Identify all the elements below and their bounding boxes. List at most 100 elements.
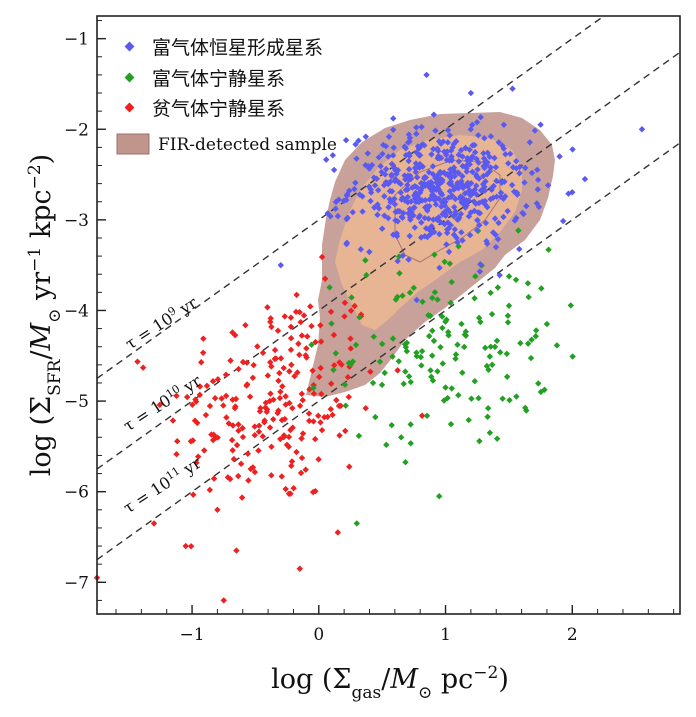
- point-gas-rich-sf: [373, 175, 380, 182]
- point-gas-poor-quiescent: [235, 427, 242, 434]
- plot-frame: [96, 15, 681, 615]
- point-gas-rich-sf: [513, 189, 521, 196]
- point-gas-rich-sf: [404, 181, 411, 189]
- point-gas-rich-sf: [465, 213, 473, 220]
- point-gas-poor-quiescent: [275, 377, 282, 384]
- data-points: [93, 71, 646, 604]
- point-gas-rich-sf: [533, 200, 541, 207]
- point-gas-poor-quiescent: [288, 458, 296, 465]
- point-gas-rich-sf: [444, 206, 451, 214]
- point-gas-poor-quiescent: [268, 443, 275, 450]
- point-gas-rich-sf: [512, 157, 520, 165]
- y-tick-label: −4: [64, 301, 89, 321]
- point-gas-rich-sf: [429, 183, 436, 190]
- point-gas-rich-sf: [427, 230, 434, 238]
- point-gas-rich-sf: [399, 252, 406, 259]
- point-gas-rich-sf: [483, 171, 491, 178]
- point-gas-rich-sf: [437, 140, 445, 147]
- point-gas-rich-sf: [544, 182, 552, 189]
- point-gas-poor-quiescent: [327, 405, 334, 413]
- point-gas-poor-quiescent: [418, 412, 426, 419]
- point-gas-poor-quiescent: [324, 413, 331, 421]
- point-gas-poor-quiescent: [342, 427, 349, 435]
- point-gas-rich-sf: [436, 230, 443, 238]
- point-gas-rich-sf: [421, 214, 428, 222]
- point-gas-rich-sf: [461, 201, 468, 208]
- point-gas-rich-quiescent: [430, 337, 438, 345]
- point-gas-poor-quiescent: [255, 422, 263, 429]
- point-gas-rich-sf: [411, 164, 419, 172]
- point-gas-rich-quiescent: [378, 381, 386, 389]
- point-gas-poor-quiescent: [202, 411, 210, 419]
- point-gas-rich-quiescent: [413, 353, 420, 360]
- point-gas-rich-sf: [434, 216, 441, 224]
- legend: 富气体恒星形成星系 富气体宁静星系 贫气体宁静星系 FIR-detected s…: [116, 37, 337, 155]
- point-gas-poor-quiescent: [279, 383, 286, 390]
- point-gas-rich-sf: [351, 185, 358, 193]
- point-gas-rich-quiescent: [476, 437, 483, 445]
- point-gas-rich-sf: [487, 164, 494, 171]
- point-gas-rich-sf: [521, 179, 528, 186]
- point-gas-rich-sf: [346, 187, 353, 194]
- point-gas-rich-quiescent: [419, 298, 426, 305]
- point-gas-rich-sf: [458, 194, 466, 201]
- point-gas-rich-sf: [353, 155, 360, 162]
- point-gas-poor-quiescent: [196, 391, 204, 399]
- point-gas-poor-quiescent: [229, 447, 236, 454]
- point-gas-rich-sf: [349, 209, 356, 216]
- point-gas-rich-quiescent: [383, 441, 390, 449]
- point-gas-rich-sf: [382, 178, 390, 186]
- point-gas-poor-quiescent: [243, 359, 251, 366]
- point-gas-rich-sf: [411, 204, 418, 211]
- point-gas-poor-quiescent: [193, 459, 200, 466]
- point-gas-rich-sf: [526, 139, 533, 146]
- point-gas-poor-quiescent: [230, 455, 238, 463]
- point-gas-rich-sf: [329, 152, 337, 159]
- point-gas-rich-sf: [432, 201, 440, 208]
- point-gas-rich-sf: [418, 219, 425, 226]
- point-gas-rich-sf: [437, 169, 445, 177]
- point-gas-rich-quiescent: [497, 349, 504, 356]
- point-gas-rich-sf: [520, 210, 527, 218]
- point-gas-rich-quiescent: [405, 373, 413, 380]
- point-gas-rich-sf: [359, 208, 366, 215]
- point-gas-rich-quiescent: [363, 271, 370, 279]
- point-gas-rich-quiescent: [462, 332, 470, 339]
- point-gas-rich-sf: [421, 175, 428, 182]
- point-gas-poor-quiescent: [294, 369, 301, 376]
- point-gas-rich-sf: [473, 226, 481, 234]
- point-gas-poor-quiescent: [285, 433, 293, 441]
- point-gas-poor-quiescent: [226, 475, 234, 483]
- point-gas-rich-sf: [537, 121, 544, 128]
- x-axis-label: log (Σgas/M⊙ pc−2): [271, 663, 509, 703]
- point-gas-rich-sf: [479, 198, 486, 205]
- point-gas-rich-quiescent: [407, 440, 414, 447]
- point-gas-rich-sf: [404, 139, 412, 146]
- point-gas-rich-sf: [454, 180, 461, 187]
- point-gas-rich-sf: [428, 223, 435, 230]
- point-gas-rich-quiescent: [444, 394, 451, 402]
- point-gas-rich-sf: [459, 172, 466, 180]
- point-gas-poor-quiescent: [280, 364, 287, 372]
- point-gas-rich-sf: [396, 208, 404, 215]
- point-gas-poor-quiescent: [246, 393, 254, 400]
- point-gas-poor-quiescent: [237, 460, 245, 468]
- point-gas-rich-sf: [411, 193, 419, 200]
- point-gas-rich-sf: [498, 179, 505, 186]
- point-gas-poor-quiescent: [315, 456, 322, 463]
- point-gas-rich-sf: [464, 157, 471, 164]
- legend-marker-blue: [124, 41, 135, 52]
- point-gas-rich-quiescent: [434, 368, 441, 375]
- point-gas-rich-sf: [426, 196, 433, 203]
- point-gas-rich-sf: [467, 89, 475, 97]
- point-gas-poor-quiescent: [276, 394, 284, 402]
- point-gas-poor-quiescent: [229, 396, 236, 403]
- point-gas-poor-quiescent: [222, 392, 230, 400]
- point-gas-poor-quiescent: [267, 359, 274, 366]
- point-gas-rich-quiescent: [418, 362, 425, 369]
- y-axis-label: log (ΣSFR/M⊙ yr−1 kpc−2): [25, 154, 65, 476]
- point-gas-poor-quiescent: [303, 354, 310, 361]
- point-gas-poor-quiescent: [335, 402, 343, 410]
- point-gas-poor-quiescent: [318, 426, 326, 434]
